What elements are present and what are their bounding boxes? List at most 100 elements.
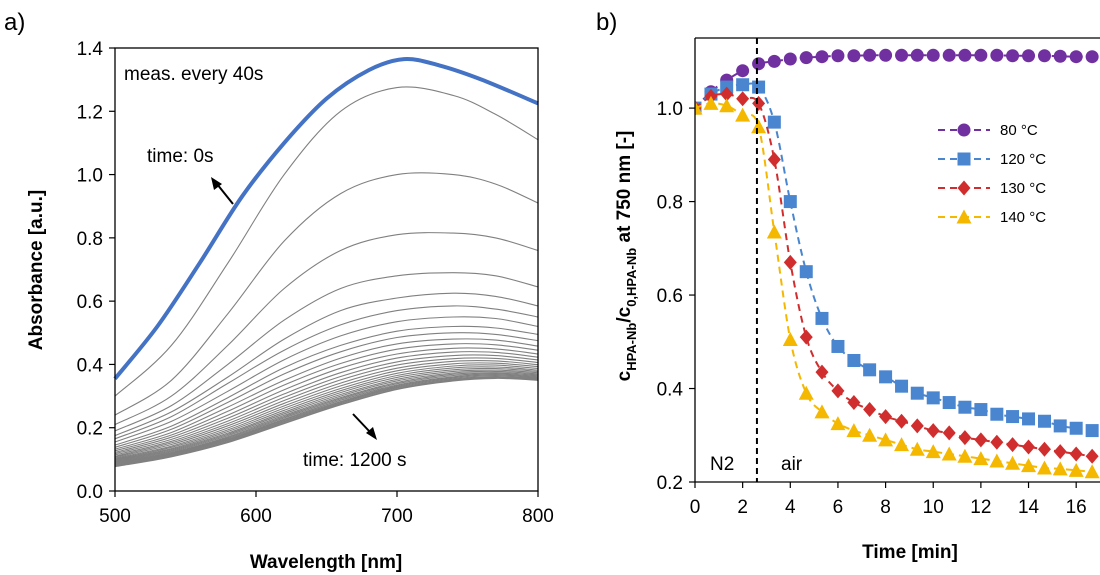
data-point xyxy=(942,396,956,410)
data-point xyxy=(1069,446,1083,462)
data-point xyxy=(703,95,719,110)
series-triangle xyxy=(695,95,1100,479)
absorbance-curve xyxy=(114,377,539,468)
series-diamond xyxy=(695,86,1099,464)
legend-marker xyxy=(957,180,971,196)
absorbance-curve xyxy=(114,354,539,456)
x-tick-label: 6 xyxy=(833,497,844,518)
data-point xyxy=(990,48,1004,62)
data-point xyxy=(767,152,781,168)
data-point xyxy=(1053,49,1067,63)
data-point xyxy=(895,48,909,62)
data-point xyxy=(1068,462,1084,477)
data-point xyxy=(1022,49,1036,63)
y-tick-label: 0.6 xyxy=(77,292,103,313)
data-point xyxy=(831,49,845,63)
data-point xyxy=(767,115,781,129)
data-point xyxy=(973,451,989,466)
y-tick-label: 1.4 xyxy=(77,39,104,60)
data-point xyxy=(974,403,988,417)
data-point xyxy=(1037,49,1051,63)
absorbance-curve xyxy=(114,292,539,437)
absorbance-curve xyxy=(114,232,539,426)
data-point xyxy=(941,446,957,461)
panel-b-series xyxy=(695,48,1100,479)
absorbance-curve xyxy=(114,373,539,464)
x-tick-label: 0 xyxy=(690,497,701,518)
data-point xyxy=(752,95,766,111)
data-point xyxy=(878,432,894,447)
data-point xyxy=(879,370,893,384)
legend-marker xyxy=(956,209,972,224)
absorbance-curve xyxy=(114,347,539,453)
data-point xyxy=(926,48,940,62)
legend-marker xyxy=(957,123,971,137)
data-point xyxy=(847,353,861,367)
data-point xyxy=(831,383,845,399)
data-point xyxy=(910,418,924,434)
data-point xyxy=(974,432,988,448)
data-point xyxy=(909,441,925,456)
y-tick-label: 0.8 xyxy=(77,229,103,250)
data-point xyxy=(719,98,735,113)
data-point xyxy=(1036,460,1052,475)
y-tick-label: 0.6 xyxy=(657,286,683,307)
data-point xyxy=(1006,49,1020,63)
annotation-meas-every: meas. every 40s xyxy=(124,64,263,85)
annotation-air: air xyxy=(781,454,803,475)
data-point xyxy=(799,329,813,345)
data-point xyxy=(957,448,973,463)
absorbance-curve xyxy=(114,357,539,457)
data-point xyxy=(846,423,862,438)
x-tick-label: 600 xyxy=(240,506,272,527)
data-point xyxy=(1069,421,1083,435)
series-line xyxy=(695,92,1093,458)
data-point xyxy=(1022,439,1036,455)
data-point xyxy=(879,48,893,62)
data-point xyxy=(831,339,845,353)
legend-entry: 140 °C xyxy=(938,209,1046,226)
data-point xyxy=(942,48,956,62)
absorbance-curve xyxy=(114,370,539,463)
y-tick-label: 0.0 xyxy=(77,482,103,503)
legend-label: 80 °C xyxy=(1000,122,1038,139)
annotation-time-0: time: 0s xyxy=(147,146,214,167)
data-point xyxy=(863,48,877,62)
panel-a: a) 500 600 700 8000.00.20.40.60.81.01.21.4 … xyxy=(4,9,554,573)
y-tick-label: 0.8 xyxy=(657,193,683,214)
absorbance-curve xyxy=(114,332,539,448)
arrow-down-right-icon xyxy=(352,413,377,440)
data-point xyxy=(1037,414,1051,428)
data-point xyxy=(847,49,861,63)
data-point xyxy=(783,52,797,66)
data-point xyxy=(990,434,1004,450)
panel-a-y-axis-label: Absorbance [a.u.] xyxy=(26,190,47,350)
data-point xyxy=(879,409,893,425)
y-tick-label: 0.4 xyxy=(77,355,104,376)
absorbance-curve xyxy=(114,372,539,463)
data-point xyxy=(815,364,829,380)
data-point xyxy=(752,80,766,94)
y-tick-label: 1.0 xyxy=(657,99,683,120)
data-point xyxy=(926,391,940,405)
data-point xyxy=(720,86,734,102)
data-point xyxy=(752,57,766,71)
data-point xyxy=(1052,461,1068,476)
data-point xyxy=(766,224,782,239)
data-point xyxy=(910,386,924,400)
legend: 80 °C 120 °C 130 °C 140 °C xyxy=(938,122,1046,226)
data-point xyxy=(1006,410,1020,424)
absorbance-curve xyxy=(114,350,539,455)
data-point xyxy=(736,91,750,107)
panel-a-curves xyxy=(113,57,539,468)
data-point xyxy=(942,425,956,441)
x-tick-label: 8 xyxy=(880,497,891,518)
data-point xyxy=(783,195,797,209)
y-tick-label: 1.0 xyxy=(77,166,103,187)
panel-b-y-axis-label: cHPA-Nb/c0,HPA-Nb at 750 nm [-] xyxy=(614,131,639,382)
data-point xyxy=(926,423,940,439)
absorbance-curve xyxy=(114,369,539,462)
data-point xyxy=(1085,424,1099,438)
absorbance-curve xyxy=(114,305,539,440)
absorbance-curve xyxy=(114,316,539,443)
